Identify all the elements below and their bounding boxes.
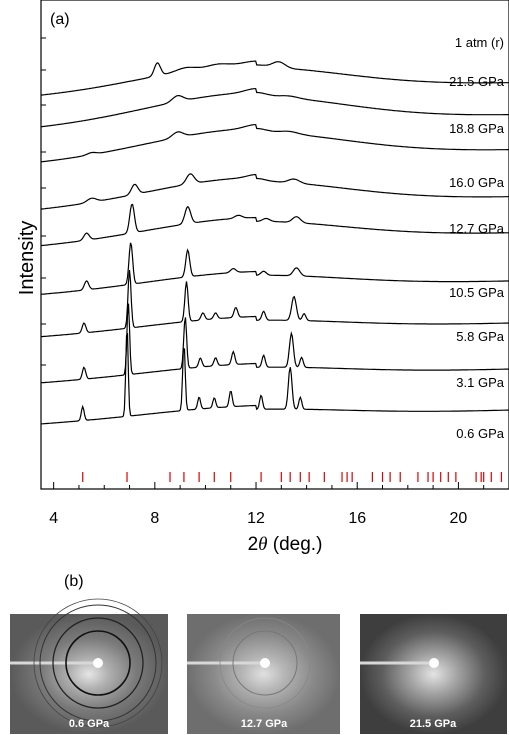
x-axis-label-prefix: 2 bbox=[248, 534, 259, 555]
diffraction-frame-2 bbox=[187, 614, 340, 734]
x-axis-ticks: 4 8 12 16 20 bbox=[49, 482, 485, 527]
xrd-trace bbox=[40, 303, 509, 384]
diffraction-label-1: 0.6 GPa bbox=[69, 718, 110, 730]
direct-beam-spot bbox=[93, 658, 103, 668]
x-tick-label: 20 bbox=[450, 510, 468, 527]
diffraction-image-2: 12.7 GPa bbox=[187, 614, 340, 734]
diffraction-ring bbox=[33, 598, 163, 728]
x-axis-label-suffix: (deg.) bbox=[268, 534, 323, 555]
direct-beam-spot bbox=[429, 658, 439, 668]
xrd-trace bbox=[40, 173, 509, 210]
diffraction-ring bbox=[219, 617, 311, 709]
xrd-trace bbox=[40, 123, 509, 163]
trace-label: 18.8 GPa bbox=[449, 121, 505, 136]
panel-b-label: (b) bbox=[64, 573, 84, 590]
trace-label: 0.6 GPa bbox=[456, 426, 504, 441]
diffraction-frame-3 bbox=[360, 614, 507, 734]
trace-label: 5.8 GPa bbox=[456, 329, 504, 344]
xrd-traces bbox=[40, 60, 509, 425]
xrd-trace bbox=[40, 87, 509, 128]
xrd-trace bbox=[40, 60, 509, 96]
diffraction-label-2: 12.7 GPa bbox=[241, 718, 288, 730]
trace-label: 12.7 GPa bbox=[449, 221, 505, 236]
x-axis-label-theta: θ bbox=[258, 534, 267, 555]
trace-label: 16.0 GPa bbox=[449, 175, 505, 190]
trace-label: 10.5 GPa bbox=[449, 285, 505, 300]
xrd-trace bbox=[40, 332, 509, 425]
diffraction-image-3: 21.5 GPa bbox=[360, 614, 507, 734]
trace-label: 21.5 GPa bbox=[449, 74, 505, 89]
x-axis-label: 2θ (deg.) bbox=[248, 534, 323, 555]
trace-label: 1 atm (r) bbox=[455, 35, 504, 50]
diffraction-ring bbox=[39, 604, 157, 722]
diffraction-ring bbox=[52, 617, 144, 709]
x-tick-label: 8 bbox=[150, 510, 159, 527]
panel-a-label: (a) bbox=[50, 11, 70, 28]
xrd-trace bbox=[40, 203, 509, 247]
x-tick-label: 16 bbox=[348, 510, 366, 527]
x-tick-label: 12 bbox=[247, 510, 265, 527]
plot-frame bbox=[40, 0, 509, 490]
reflection-ticks bbox=[82, 472, 503, 482]
trace-label: 3.1 GPa bbox=[456, 375, 504, 390]
x-tick-label: 4 bbox=[49, 510, 58, 527]
y-axis-label: Intensity bbox=[16, 221, 38, 295]
diffraction-label-3: 21.5 GPa bbox=[410, 718, 457, 730]
diffraction-image-1: 0.6 GPa bbox=[10, 598, 168, 734]
xrd-trace bbox=[40, 242, 509, 295]
diffraction-ring bbox=[232, 630, 298, 696]
trace-labels: 1 atm (r) 21.5 GPa 18.8 GPa 16.0 GPa 12.7 GP… bbox=[449, 35, 505, 441]
y-axis-ticks bbox=[41, 37, 46, 366]
diffraction-ring bbox=[65, 630, 131, 696]
xrd-trace bbox=[40, 269, 509, 338]
direct-beam-spot bbox=[260, 658, 270, 668]
